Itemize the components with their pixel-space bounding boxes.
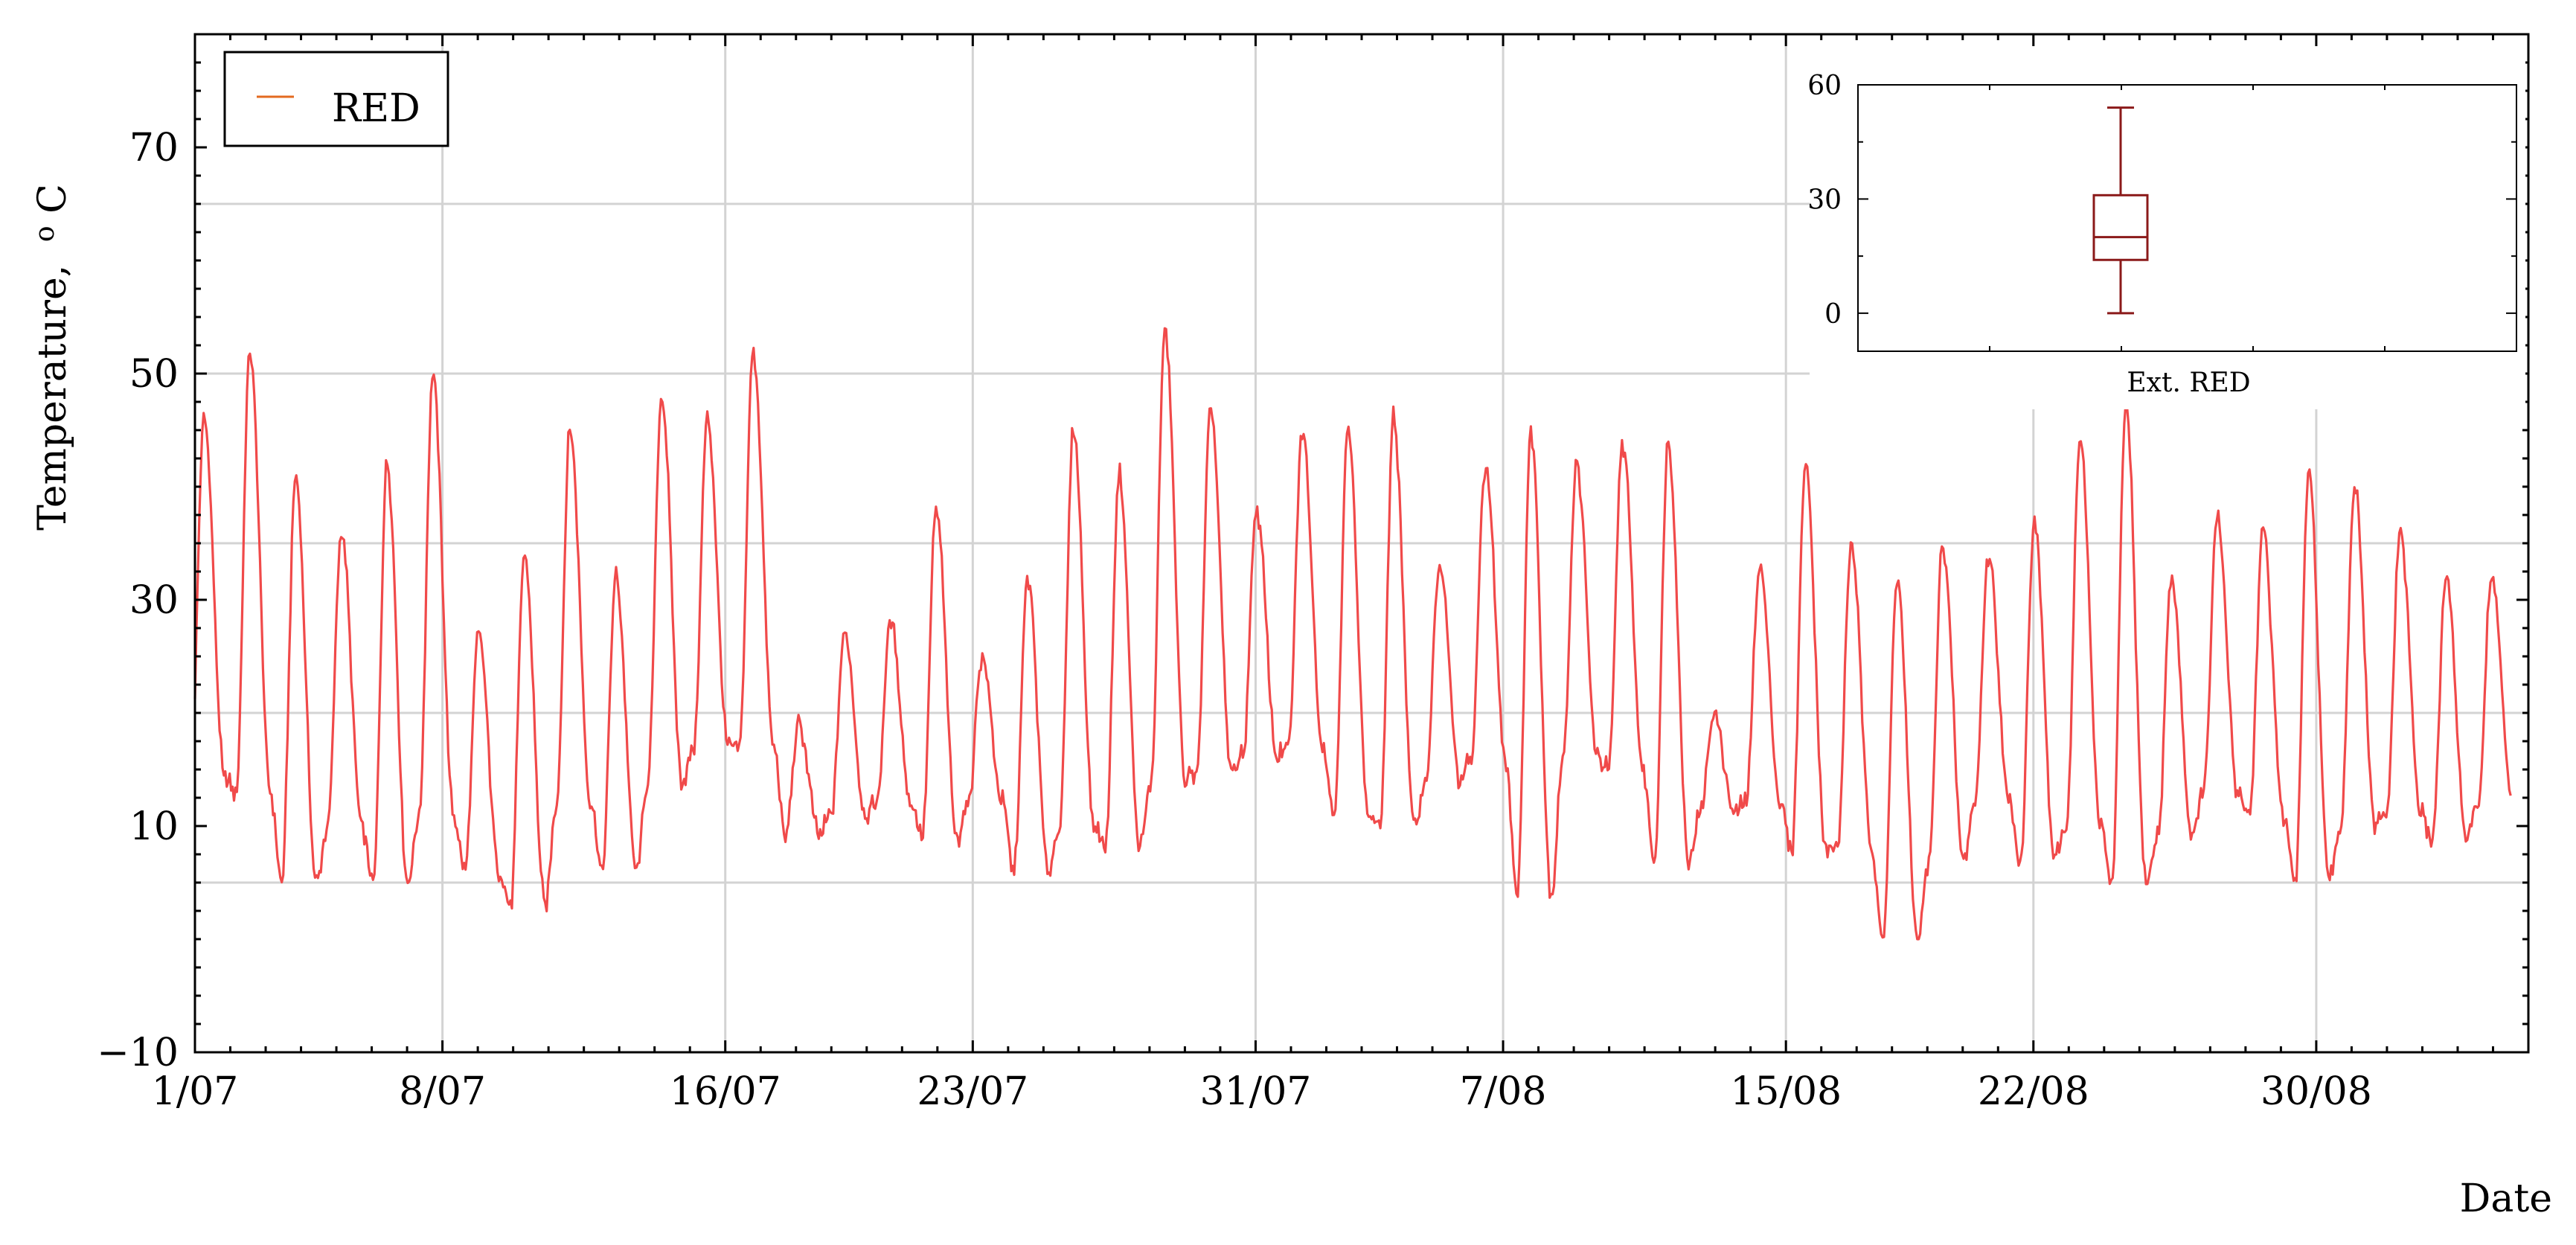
y-tick-label: 10 bbox=[129, 804, 179, 849]
inset-box bbox=[2092, 106, 2149, 315]
y-tick-label: −10 bbox=[97, 1031, 179, 1075]
x-tick-label: 16/07 bbox=[670, 1069, 781, 1114]
x-tick-label: 23/07 bbox=[917, 1069, 1028, 1114]
y-axis-label: Temperature, o C bbox=[19, 184, 75, 531]
y-tick-label: 70 bbox=[129, 126, 179, 170]
x-axis-label: Date bbox=[2460, 1177, 2552, 1221]
y-tick-label: 30 bbox=[129, 578, 179, 623]
inset-y-tick-labels: 0 30 60 bbox=[1807, 71, 1842, 330]
legend: RED bbox=[223, 51, 449, 147]
x-tick-labels: 1/07 8/07 16/07 23/07 31/07 7/08 15/08 22/08 30/… bbox=[152, 1069, 2372, 1114]
x-tick-label: 1/07 bbox=[152, 1069, 239, 1114]
series-red-line bbox=[193, 327, 2512, 941]
inset-boxplot: 0 30 60 Ext. RED bbox=[1807, 46, 2525, 409]
x-tick-label: 22/08 bbox=[1978, 1069, 2089, 1114]
y-axis-label-unit: C bbox=[31, 184, 75, 214]
inset-ticks bbox=[1858, 84, 2516, 351]
y-axis-label-main: Temperature, bbox=[31, 265, 75, 531]
x-tick-label: 15/08 bbox=[1730, 1069, 1842, 1114]
x-tick-label: 31/07 bbox=[1200, 1069, 1312, 1114]
x-tick-label: 30/08 bbox=[2261, 1069, 2372, 1114]
inset-y-tick-label: 30 bbox=[1807, 185, 1842, 215]
box-iqr bbox=[2092, 193, 2149, 261]
x-tick-label: 8/07 bbox=[399, 1069, 486, 1114]
inset-category-label: Ext. RED bbox=[2127, 368, 2250, 398]
axis-ticks bbox=[193, 33, 2530, 1054]
svg-text:Temperature, o C: Temperature, o C bbox=[19, 184, 75, 531]
y-tick-label: 50 bbox=[129, 352, 179, 397]
legend-box bbox=[223, 51, 449, 147]
inset-y-tick-label: 60 bbox=[1807, 71, 1842, 101]
y-axis-label-degree: o bbox=[30, 225, 60, 242]
inset-background bbox=[1810, 46, 2525, 409]
inset-frame bbox=[1857, 84, 2517, 352]
inset-y-tick-label: 0 bbox=[1824, 299, 1842, 330]
x-tick-label: 7/08 bbox=[1460, 1069, 1547, 1114]
y-tick-labels: −10 10 30 50 70 bbox=[97, 126, 179, 1075]
legend-label: RED bbox=[332, 86, 420, 131]
